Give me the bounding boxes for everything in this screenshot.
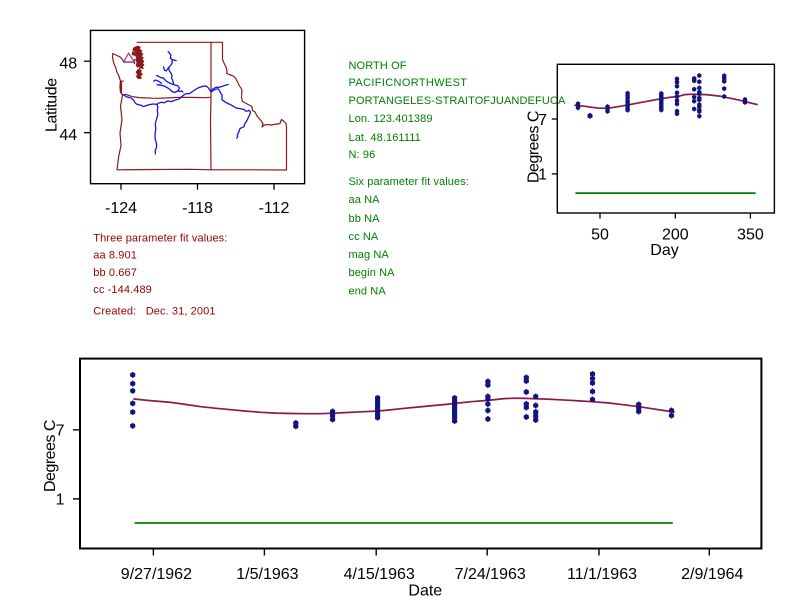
svg-text:1: 1 (538, 167, 547, 184)
svg-text:48: 48 (59, 56, 77, 73)
svg-text:Three parameter fit values:: Three parameter fit values: (93, 232, 227, 244)
svg-text:Latitude: Latitude (44, 78, 61, 132)
svg-text:bb NA: bb NA (349, 213, 381, 225)
svg-text:-118: -118 (182, 200, 213, 217)
svg-text:1: 1 (56, 492, 65, 509)
svg-text:aa NA: aa NA (349, 194, 381, 206)
svg-text:7: 7 (56, 423, 65, 440)
svg-text:Lat. 48.161111: Lat. 48.161111 (349, 132, 421, 144)
svg-text:NORTH OF: NORTH OF (349, 60, 407, 72)
svg-text:cc NA: cc NA (349, 231, 379, 243)
svg-text:end NA: end NA (349, 285, 387, 297)
svg-text:PACIFICNORTHWEST: PACIFICNORTHWEST (349, 77, 468, 89)
svg-text:Day: Day (650, 242, 678, 259)
svg-text:7/24/1963: 7/24/1963 (455, 566, 526, 583)
svg-text:Lon. 123.401389: Lon. 123.401389 (349, 113, 433, 125)
svg-text:Date: Date (408, 582, 442, 599)
svg-text:1/5/1963: 1/5/1963 (236, 566, 298, 583)
svg-text:mag NA: mag NA (349, 249, 390, 261)
svg-text:9/27/1962: 9/27/1962 (121, 566, 192, 583)
svg-text:bb 0.667: bb 0.667 (93, 267, 137, 279)
svg-text:44: 44 (59, 127, 77, 144)
svg-text:Six parameter fit values:: Six parameter fit values: (349, 176, 470, 188)
svg-text:aa 8.901: aa 8.901 (93, 250, 137, 262)
svg-text:-124: -124 (105, 200, 137, 217)
svg-text:Created: Dec. 31, 2001: Created: Dec. 31, 2001 (93, 305, 215, 317)
svg-text:4/15/1963: 4/15/1963 (344, 566, 415, 583)
svg-text:begin NA: begin NA (349, 267, 396, 279)
svg-text:cc -144.489: cc -144.489 (93, 284, 152, 296)
svg-text:N: 96: N: 96 (349, 149, 376, 161)
svg-text:200: 200 (662, 227, 689, 244)
svg-text:Degrees C: Degrees C (42, 420, 59, 492)
svg-text:7: 7 (538, 112, 547, 129)
svg-text:2/9/1964: 2/9/1964 (681, 566, 743, 583)
svg-text:-112: -112 (259, 200, 290, 217)
svg-text:Degrees C: Degrees C (526, 111, 543, 183)
svg-text:350: 350 (737, 227, 764, 244)
svg-text:11/1/1963: 11/1/1963 (567, 566, 637, 583)
svg-text:50: 50 (591, 227, 609, 244)
svg-text:PORTANGELES-STRAITOFJUANDEFUCA: PORTANGELES-STRAITOFJUANDEFUCA (349, 95, 566, 107)
